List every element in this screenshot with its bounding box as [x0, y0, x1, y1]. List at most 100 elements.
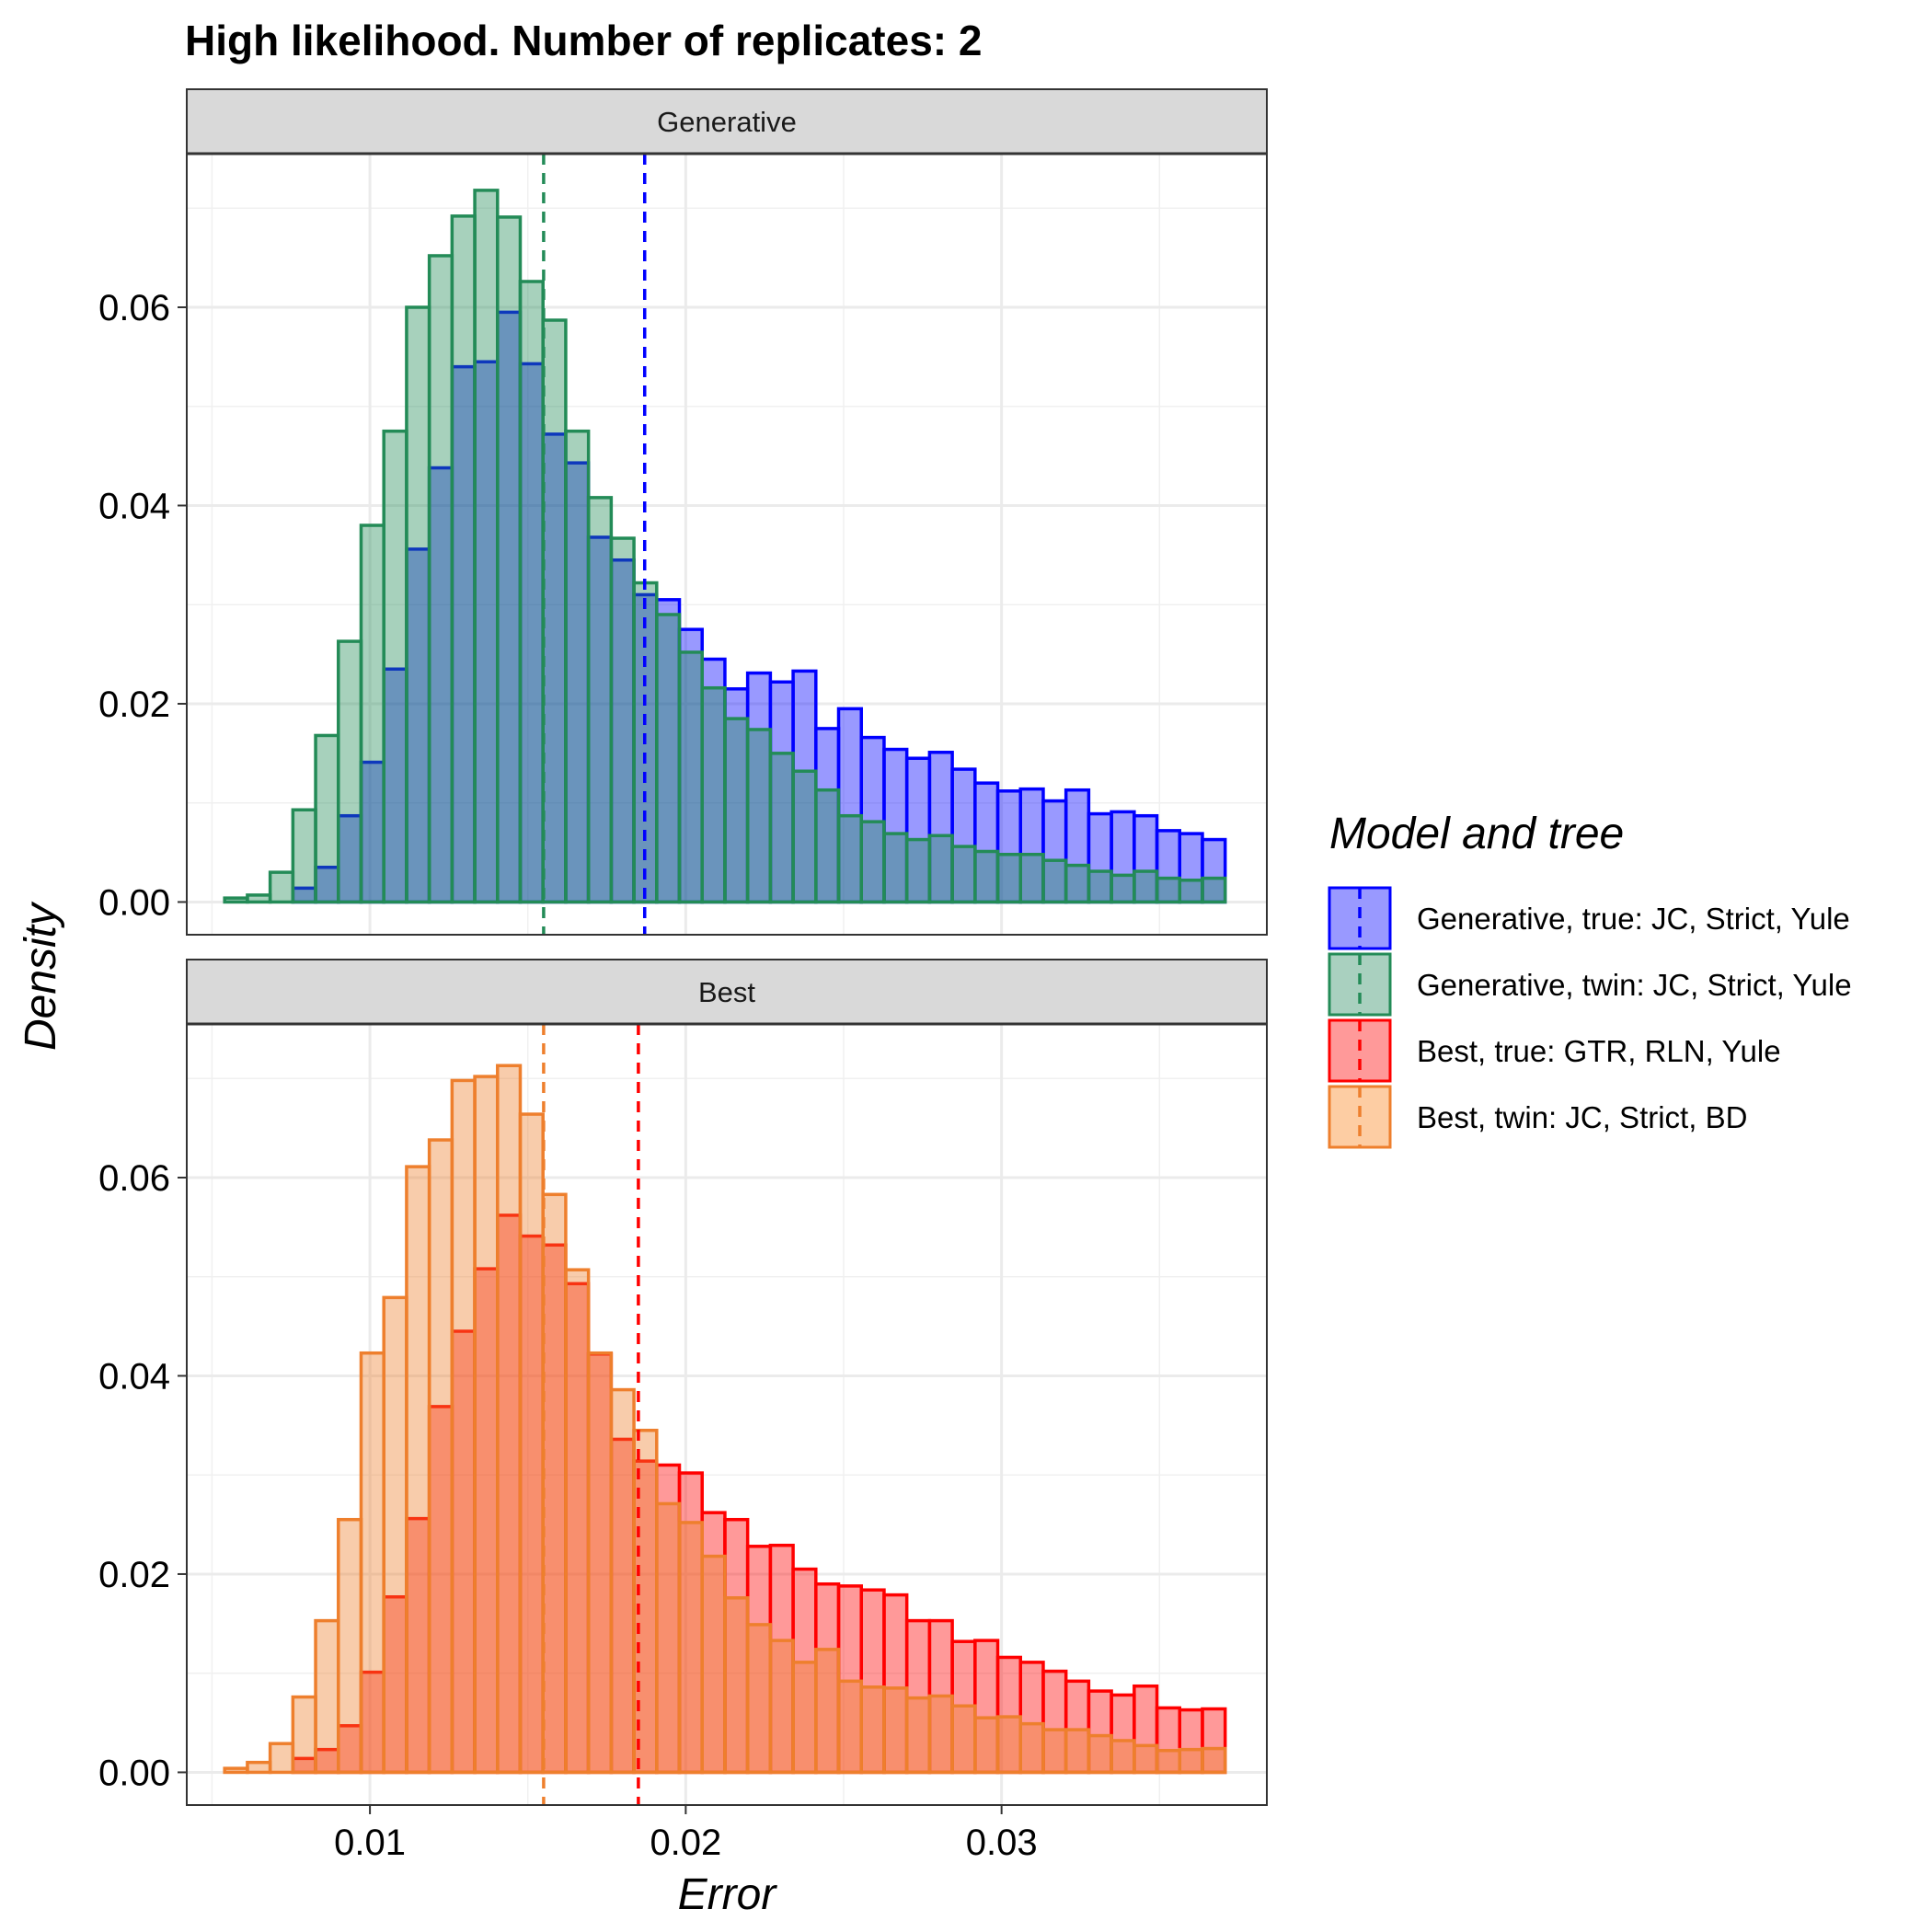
histogram-bar: [859, 1685, 886, 1775]
histogram-bar: [405, 1165, 431, 1775]
histogram-bar: [995, 852, 1022, 904]
histogram-bar: [859, 820, 886, 904]
histogram-bar: [1201, 837, 1227, 904]
strip-label-best: Best: [698, 976, 755, 1008]
histogram-bar: [700, 685, 727, 904]
histogram-bar: [836, 1679, 863, 1775]
y-tick-label: 0.02: [98, 684, 170, 725]
histogram-bar: [518, 280, 545, 904]
strip-best: [186, 959, 1268, 1025]
histogram-bar: [745, 1623, 773, 1775]
bars-generative: [223, 189, 1227, 904]
histogram-bar: [496, 215, 523, 904]
legend-label: Generative, twin: JC, Strict, Yule: [1417, 968, 1852, 1002]
histogram-bar: [973, 1716, 1000, 1775]
histogram-bar: [609, 1437, 636, 1775]
histogram-bar: [1041, 1728, 1068, 1775]
grid-best: [187, 1024, 1267, 1805]
x-tick-label: 0.02: [650, 1823, 721, 1863]
histogram-bar: [655, 1501, 682, 1775]
histogram-bar: [950, 1704, 977, 1775]
histogram-bar: [473, 1075, 500, 1775]
histogram-bar: [1201, 1707, 1227, 1775]
histogram-bar: [382, 667, 408, 904]
bars-best: [223, 1064, 1227, 1775]
histogram-bar: [382, 429, 408, 904]
mean-lines-generative: [542, 154, 647, 935]
histogram-bar: [427, 1138, 454, 1775]
y-axis-title: Density: [17, 901, 65, 1051]
histogram-bar: [337, 639, 363, 904]
histogram-bar: [1018, 1721, 1045, 1775]
x-axis: 0.01 0.02 0.03: [334, 1805, 1038, 1863]
histogram-bar: [882, 832, 909, 904]
histogram-bar: [314, 733, 340, 904]
y-tick-label: 0.04: [98, 486, 170, 526]
histogram-bar: [609, 1387, 636, 1775]
histogram-bar: [1201, 876, 1227, 904]
histogram-bar: [950, 845, 977, 904]
y-axis-best: 0.00 0.02 0.04 0.06: [98, 1158, 187, 1793]
panel-generative: Generative 0.00 0.02 0.04 0.06: [98, 88, 1268, 936]
histogram-bar: [564, 429, 591, 904]
histogram-bar: [995, 1715, 1022, 1775]
histogram-bar: [745, 728, 773, 904]
plot-area-generative: [187, 154, 1267, 935]
histogram-bar: [1178, 1747, 1204, 1775]
histogram-bar: [632, 1428, 659, 1775]
histogram-bar: [518, 362, 545, 904]
histogram-bar: [1201, 1746, 1227, 1775]
histogram-bar: [496, 1064, 523, 1775]
histogram-bar: [609, 536, 636, 904]
histogram-bar: [768, 752, 795, 904]
histogram-bar: [677, 650, 704, 904]
histogram-bar: [450, 1078, 477, 1775]
histogram-bar: [791, 769, 818, 904]
grid-generative: [187, 154, 1267, 935]
legend-label: Best, twin: JC, Strict, BD: [1417, 1100, 1747, 1134]
histogram-bar: [223, 1766, 249, 1775]
histogram-bar: [1133, 1743, 1159, 1775]
histogram-bar: [427, 254, 454, 904]
histogram-bar: [541, 1192, 568, 1775]
histogram-bar: [337, 1517, 363, 1775]
legend-item: Generative, twin: JC, Strict, Yule: [1328, 952, 1852, 1017]
histogram-bar: [1064, 1728, 1091, 1775]
histogram-bar: [246, 1760, 272, 1775]
histogram-bar: [814, 788, 841, 904]
strip-generative: [186, 88, 1268, 155]
y-tick-label: 0.06: [98, 288, 170, 328]
legend-title: Model and tree: [1329, 810, 1624, 858]
legend-label: Generative, true: JC, Strict, Yule: [1417, 902, 1850, 936]
legend-item: Best, true: GTR, RLN, Yule: [1328, 1018, 1781, 1083]
histogram-bar: [836, 813, 863, 904]
histogram-bar: [609, 558, 636, 904]
histogram-bar: [291, 1695, 317, 1775]
histogram-bar: [1110, 1693, 1136, 1775]
histogram-bar: [314, 1618, 340, 1775]
histogram-bar: [1064, 788, 1091, 904]
histogram-bar: [882, 1686, 909, 1775]
y-tick-label: 0.06: [98, 1158, 170, 1199]
histogram-bar: [1041, 858, 1068, 904]
legend-item: Best, twin: JC, Strict, BD: [1328, 1085, 1747, 1149]
histogram-bar: [791, 1661, 818, 1775]
panel-best: Best 0.00 0.02 0.04 0.06: [98, 959, 1268, 1806]
histogram-bar: [1041, 1669, 1068, 1775]
y-axis-generative: 0.00 0.02 0.04 0.06: [98, 288, 187, 923]
y-tick-label: 0.00: [98, 882, 170, 923]
chart-title: High likelihood. Number of replicates: 2: [185, 17, 982, 64]
x-tick-label: 0.03: [966, 1823, 1038, 1863]
histogram-bar: [723, 1596, 750, 1775]
histogram-bar: [1087, 869, 1113, 904]
y-tick-label: 0.00: [98, 1753, 170, 1793]
y-tick-label: 0.02: [98, 1555, 170, 1595]
histogram-bar: [904, 837, 932, 904]
legend-item: Generative, true: JC, Strict, Yule: [1328, 886, 1850, 950]
x-tick-label: 0.01: [334, 1823, 406, 1863]
histogram-bar: [927, 834, 954, 904]
histogram-bar: [405, 305, 431, 904]
histogram-bar: [723, 717, 750, 904]
histogram-bar: [586, 1351, 614, 1775]
